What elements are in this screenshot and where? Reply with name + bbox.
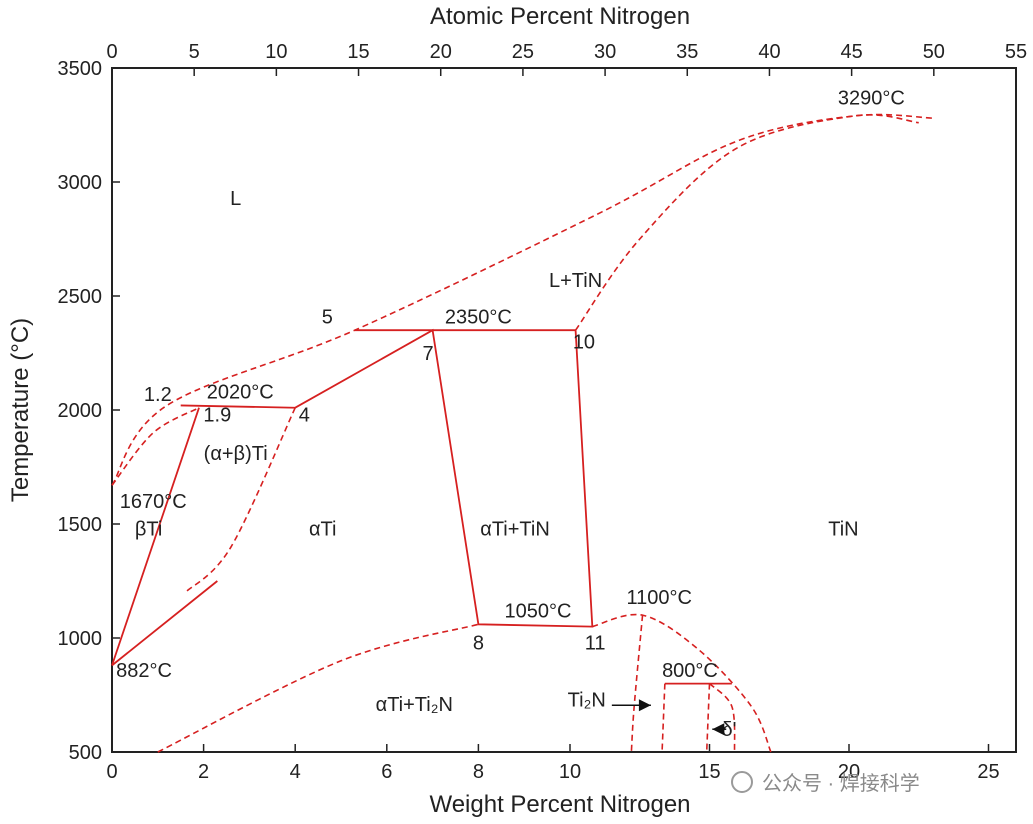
phase-boundary-dashed bbox=[708, 683, 736, 753]
top-axis-title: Atomic Percent Nitrogen bbox=[430, 3, 690, 30]
annotations-layer: L L+TiN 3290°C 2350°C 5 7 10 1.2 2020°C1.9 4 (α+β)… bbox=[116, 87, 905, 741]
region-annotation: 800°C bbox=[662, 660, 718, 682]
region-annotation: 5 bbox=[322, 306, 333, 328]
region-annotation: L+TiN bbox=[549, 270, 602, 292]
phase-boundary-dashed bbox=[157, 623, 479, 753]
x-tick-label: 25 bbox=[977, 761, 999, 783]
region-annotation: 10 bbox=[573, 331, 595, 353]
top-tick-label: 50 bbox=[923, 41, 945, 63]
phase-boundary-dashed bbox=[574, 114, 919, 331]
top-tick-label: 0 bbox=[106, 41, 117, 63]
y-tick-label: 2000 bbox=[58, 400, 103, 422]
region-annotation: 1.9 bbox=[203, 404, 231, 426]
x-tick-label: 15 bbox=[698, 761, 720, 783]
top-tick-label: 5 bbox=[189, 41, 200, 63]
y-tick-label: 3000 bbox=[58, 172, 103, 194]
x-tick-label: 20 bbox=[838, 761, 860, 783]
region-annotation: 882°C bbox=[116, 660, 172, 682]
region-annotation: αTi+Ti₂N bbox=[376, 694, 453, 716]
region-annotation: βTi bbox=[135, 518, 162, 540]
phase-boundary-dashed bbox=[661, 683, 666, 753]
y-tick-label: 3500 bbox=[58, 58, 103, 80]
region-annotation: (α+β)Ti bbox=[204, 443, 268, 465]
region-annotation: 11 bbox=[585, 632, 606, 654]
top-tick-label: 15 bbox=[347, 41, 369, 63]
region-annotation: 7 bbox=[422, 343, 433, 365]
region-annotation: L bbox=[230, 188, 241, 210]
y-tick-label: 1500 bbox=[58, 514, 103, 536]
x-tick-label: 4 bbox=[290, 761, 301, 783]
y-tick-label: 1000 bbox=[58, 628, 103, 650]
region-annotation: δ' bbox=[722, 719, 737, 741]
top-tick-label: 45 bbox=[841, 41, 863, 63]
phase-boundary-solid bbox=[180, 328, 594, 628]
top-tick-label: 55 bbox=[1005, 41, 1027, 63]
phase-boundary-solid bbox=[111, 580, 218, 667]
x-tick-label: 6 bbox=[381, 761, 392, 783]
region-annotation: 1.2 bbox=[144, 384, 172, 406]
region-annotation: Ti₂N bbox=[568, 689, 606, 711]
plot-frame bbox=[111, 67, 1017, 753]
region-annotation: αTi bbox=[309, 518, 336, 540]
x-tick-label: 10 bbox=[559, 761, 581, 783]
top-tick-label: 35 bbox=[676, 41, 698, 63]
region-annotation: 1670°C bbox=[120, 491, 187, 513]
region-annotation: 4 bbox=[299, 404, 310, 426]
lines-layer bbox=[111, 113, 933, 753]
ticks-layer: 0 2 4 6 8 10 15 20 250 5 10 15 20 25 30 35 40 45 50 5550010… bbox=[58, 41, 1028, 783]
top-tick-label: 30 bbox=[594, 41, 616, 63]
pointer-arrow-head bbox=[638, 699, 651, 712]
x-tick-label: 8 bbox=[473, 761, 484, 783]
y-tick-label: 500 bbox=[69, 742, 102, 764]
phase-boundary-dashed bbox=[111, 407, 200, 486]
region-annotation: 1050°C bbox=[504, 600, 571, 622]
region-annotation: 3290°C bbox=[838, 87, 905, 109]
watermark-text: 公众号 · 焊接科学 bbox=[762, 772, 920, 795]
phase-boundary-solid bbox=[111, 407, 200, 666]
watermark: 公众号 · 焊接科学 bbox=[731, 771, 920, 795]
x-tick-label: 0 bbox=[106, 761, 117, 783]
region-annotation: 2350°C bbox=[445, 306, 512, 328]
x-tick-label: 2 bbox=[198, 761, 209, 783]
region-annotation: 2020°C bbox=[207, 382, 274, 404]
region-annotation: TiN bbox=[828, 518, 858, 540]
y-tick-label: 2500 bbox=[58, 286, 103, 308]
region-annotation: αTi+TiN bbox=[480, 518, 550, 540]
phase-boundary-dashed bbox=[630, 615, 644, 753]
region-annotation: 1100°C bbox=[627, 587, 692, 609]
y-axis-title: Temperature (°C) bbox=[7, 318, 34, 502]
phase-boundary-dashed bbox=[705, 683, 711, 753]
phase-boundary-dashed bbox=[111, 113, 933, 486]
region-annotation: 8 bbox=[473, 632, 484, 654]
phase-boundary-dashed bbox=[592, 613, 772, 753]
phase-boundary-dashed bbox=[184, 407, 296, 593]
wechat-icon bbox=[731, 771, 753, 793]
top-tick-label: 40 bbox=[758, 41, 780, 63]
top-tick-label: 10 bbox=[265, 41, 287, 63]
pointer-arrow-head bbox=[712, 723, 725, 736]
x-axis-title: Weight Percent Nitrogen bbox=[429, 791, 690, 818]
top-tick-label: 20 bbox=[430, 41, 452, 63]
top-tick-label: 25 bbox=[512, 41, 534, 63]
